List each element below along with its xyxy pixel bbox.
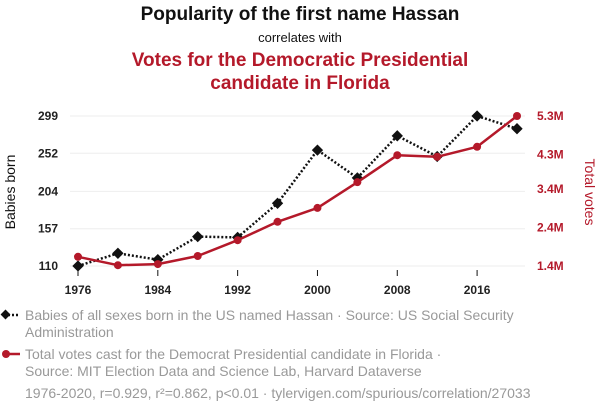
right-tick-label: 2.4M (537, 221, 564, 235)
series-2-point (273, 217, 282, 226)
right-axis-ticks: 1.4M 2.4M 3.4M 4.3M 5.3M (537, 109, 564, 273)
series-2-line (77, 115, 518, 267)
legend-text-series1-line2: Administration (25, 324, 114, 340)
series-2-point (313, 203, 322, 212)
series-1-point (72, 260, 84, 272)
series-1-point (311, 144, 324, 156)
series-2-point (353, 178, 362, 187)
left-tick-label: 299 (38, 109, 58, 123)
legend-marker-series1 (0, 309, 11, 320)
x-tick-label: 1984 (144, 283, 171, 297)
right-tick-label: 3.4M (537, 182, 564, 196)
x-axis-ticks: 1976 1984 1992 2000 2008 2016 (65, 270, 491, 297)
series-2-point (473, 142, 482, 151)
series-2 (74, 112, 521, 270)
chart-subtitle: correlates with (258, 30, 342, 45)
series-1-point (391, 130, 403, 142)
series-2-point (513, 112, 521, 120)
legend-text-series2-line2: Source: MIT Election Data and Science La… (25, 363, 422, 379)
chart-title2-line2: candidate in Florida (210, 73, 390, 94)
grid-lines (70, 115, 525, 267)
x-tick-label: 1976 (65, 283, 92, 297)
y-axis-label-right: Total votes (582, 159, 598, 226)
left-axis-ticks: 110 157 204 252 299 (38, 109, 58, 273)
x-tick-label: 1992 (224, 283, 251, 297)
x-tick-label: 2000 (304, 283, 331, 297)
series-2-point (433, 152, 442, 161)
legend-marker-series2 (2, 350, 10, 358)
series-2-point (393, 151, 402, 160)
series-2-point (74, 252, 82, 261)
y-axis-label-left: Babies born (2, 155, 18, 230)
left-tick-label: 204 (38, 184, 58, 198)
chart-title: Popularity of the first name Hassan (141, 4, 460, 25)
x-tick-label: 2008 (384, 283, 411, 297)
series-1-point (271, 197, 284, 209)
series-2-point (153, 260, 162, 269)
left-tick-label: 157 (38, 222, 58, 236)
series-2-point (193, 252, 202, 260)
left-tick-label: 252 (38, 146, 58, 160)
chart-title2-line1: Votes for the Democratic Presidential (132, 50, 468, 71)
series-1-point (192, 230, 204, 243)
legend-entry-series2: Total votes cast for the Democrat Presid… (2, 346, 441, 379)
series-1-point (511, 123, 523, 135)
series-2-point (113, 261, 122, 270)
legend-text-series2-line1: Total votes cast for the Democrat Presid… (25, 346, 441, 362)
legend-text-series1-line1: Babies of all sexes born in the US named… (25, 307, 514, 323)
series-1-line (77, 114, 518, 268)
footer-stats: 1976-2020, r=0.929, r²=0.862, p<0.01 · t… (25, 385, 531, 401)
legend-entry-series1: Babies of all sexes born in the US named… (0, 307, 514, 340)
x-tick-label: 2016 (464, 283, 491, 297)
series-1-point (112, 247, 124, 259)
series-1-point (471, 110, 483, 122)
series-2-point (233, 236, 242, 245)
right-tick-label: 4.3M (537, 147, 564, 161)
left-tick-label: 110 (39, 259, 59, 273)
right-tick-label: 1.4M (537, 259, 564, 273)
right-tick-label: 5.3M (537, 109, 564, 123)
legend: Babies of all sexes born in the US named… (0, 307, 514, 379)
